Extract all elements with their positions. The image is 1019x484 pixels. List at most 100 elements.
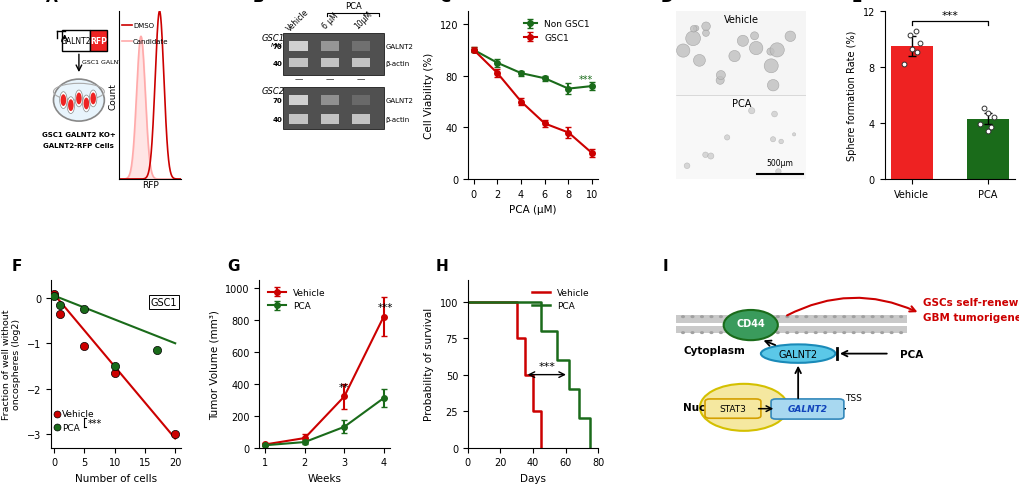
Text: TSS: TSS (845, 393, 862, 402)
Ellipse shape (737, 316, 741, 318)
Y-axis label: Probability of survival: Probability of survival (424, 307, 434, 421)
Ellipse shape (685, 32, 700, 46)
Text: ***: *** (941, 11, 957, 20)
X-axis label: PCA (μM): PCA (μM) (508, 205, 556, 215)
FancyBboxPatch shape (770, 399, 843, 419)
Bar (320, 42, 338, 52)
Ellipse shape (765, 332, 769, 334)
Text: GBM tumorigenesis: GBM tumorigenesis (922, 312, 1019, 322)
Ellipse shape (748, 108, 754, 115)
Point (106, 369, 122, 377)
Bar (352, 59, 370, 68)
Vehicle (511, 335, 523, 341)
Text: F: F (12, 258, 22, 273)
Text: D: D (660, 0, 673, 5)
PCA (583, 416, 595, 422)
Text: CD44: CD44 (736, 319, 764, 329)
Legend: Non GSC1, GSC1: Non GSC1, GSC1 (520, 16, 593, 46)
Text: GALNT2: GALNT2 (385, 98, 414, 104)
Ellipse shape (699, 384, 788, 431)
Candidate (150, 177, 162, 182)
Bar (320, 115, 338, 124)
Ellipse shape (775, 332, 780, 334)
Ellipse shape (747, 332, 751, 334)
Text: DMSO: DMSO (132, 23, 154, 29)
Bar (676, 326, 906, 334)
Point (903, 46, 919, 54)
Text: GALNT2: GALNT2 (787, 404, 826, 413)
Text: GSC1 GALNT2 KO+: GSC1 GALNT2 KO+ (42, 132, 116, 137)
Ellipse shape (715, 77, 723, 85)
Text: β-actin: β-actin (385, 116, 410, 122)
Ellipse shape (765, 316, 769, 318)
Candidate (135, 34, 147, 40)
Ellipse shape (701, 23, 709, 31)
Ellipse shape (90, 91, 97, 107)
Text: ***: *** (579, 75, 593, 85)
Ellipse shape (690, 27, 696, 33)
Bar (320, 59, 338, 68)
Point (167, 430, 183, 438)
Ellipse shape (693, 27, 698, 32)
Point (971, 121, 987, 129)
FancyBboxPatch shape (90, 30, 107, 52)
Text: 40: 40 (272, 116, 282, 122)
Text: ***: *** (88, 418, 102, 428)
Text: H: H (435, 258, 447, 273)
PCA (534, 299, 546, 305)
Point (76, 342, 93, 350)
Point (979, 110, 996, 118)
Ellipse shape (792, 134, 795, 136)
Point (974, 105, 990, 112)
Candidate (151, 177, 163, 182)
FancyBboxPatch shape (62, 30, 90, 52)
Bar (289, 96, 308, 106)
DMSO (150, 53, 162, 59)
Ellipse shape (750, 33, 758, 41)
Ellipse shape (699, 316, 703, 318)
Vehicle (519, 335, 531, 341)
Ellipse shape (60, 95, 66, 107)
Ellipse shape (76, 93, 82, 105)
Point (46, 292, 62, 300)
Point (52, 301, 68, 309)
Text: Vehicle: Vehicle (284, 8, 311, 33)
Ellipse shape (785, 332, 789, 334)
Ellipse shape (709, 316, 712, 318)
Ellipse shape (83, 96, 90, 113)
Ellipse shape (718, 332, 722, 334)
Ellipse shape (728, 316, 732, 318)
Ellipse shape (747, 316, 751, 318)
Ellipse shape (785, 32, 795, 43)
PCA (562, 387, 575, 393)
Text: PCA: PCA (344, 2, 361, 11)
Ellipse shape (715, 72, 725, 80)
Ellipse shape (832, 316, 836, 318)
Text: ***: *** (378, 302, 393, 312)
Ellipse shape (756, 316, 760, 318)
Text: —: — (325, 75, 333, 84)
Candidate (175, 177, 187, 182)
Candidate (113, 177, 125, 182)
Ellipse shape (60, 92, 67, 109)
Bar (282, 34, 384, 76)
Ellipse shape (898, 316, 902, 318)
Ellipse shape (822, 316, 826, 318)
Ellipse shape (794, 316, 798, 318)
Ellipse shape (769, 137, 774, 143)
Point (911, 40, 927, 48)
Ellipse shape (822, 332, 826, 334)
Ellipse shape (813, 316, 817, 318)
DMSO (175, 177, 187, 182)
Bar (352, 115, 370, 124)
Ellipse shape (737, 332, 741, 334)
Point (895, 61, 911, 69)
PCA (562, 357, 575, 363)
Ellipse shape (690, 316, 694, 318)
Ellipse shape (84, 98, 89, 110)
Bar (282, 88, 384, 129)
Bar (289, 59, 308, 68)
DMSO (153, 9, 165, 15)
Line: PCA: PCA (468, 302, 589, 448)
Text: —: — (357, 75, 365, 84)
